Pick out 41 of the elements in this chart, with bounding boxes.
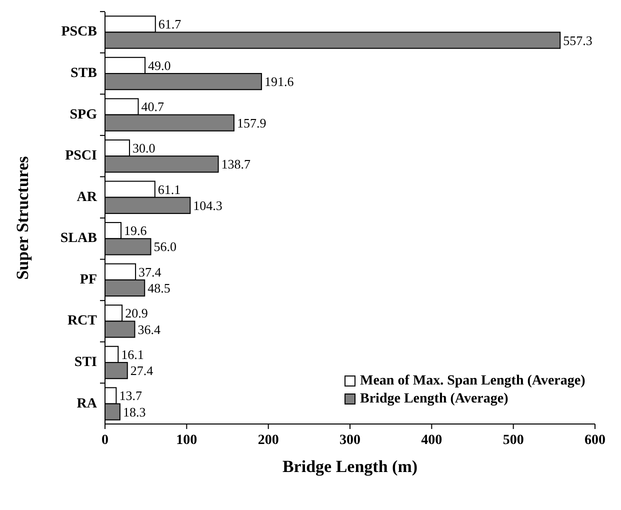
x-tick-label: 400: [421, 433, 442, 448]
legend-label: Bridge Length (Average): [360, 392, 509, 406]
text: 157.9: [236, 115, 266, 130]
y-tick-label: RA: [76, 396, 98, 412]
text: 18.3: [122, 404, 146, 420]
y-axis-title: Super Structures: [13, 156, 32, 280]
text: 16.1: [121, 346, 144, 362]
text: 138.7: [221, 156, 251, 172]
text: 56.0: [154, 239, 176, 254]
text: 61.7: [158, 16, 182, 32]
y-tick-label: PSCI: [65, 148, 97, 164]
text: 104.3: [193, 198, 222, 213]
y-tick-label: SPG: [70, 107, 98, 122]
y-tick-label: STB: [70, 66, 97, 82]
text: 40.7: [141, 99, 164, 114]
x-tick-label: 0: [102, 433, 108, 448]
text: 49.0: [148, 58, 171, 73]
x-tick-label: 500: [502, 433, 524, 448]
y-tick-label: AR: [76, 190, 98, 205]
text: 37.4: [138, 264, 162, 280]
y-tick-label: SLAB: [60, 231, 97, 246]
x-tick-label: 600: [584, 433, 606, 448]
y-tick-label: RCT: [67, 314, 98, 329]
x-tick-label: 200: [258, 433, 279, 448]
text: 61.1: [158, 182, 181, 197]
text: 557.3: [563, 32, 592, 48]
x-tick-label: 100: [176, 433, 198, 448]
text: 48.5: [148, 280, 170, 296]
y-tick-label: STI: [74, 354, 97, 370]
text: 13.7: [119, 388, 142, 404]
x-tick-label: 300: [340, 433, 360, 448]
text: 36.4: [138, 322, 160, 337]
y-tick-label: PF: [80, 272, 97, 288]
y-tick-label: PSCB: [61, 24, 97, 40]
legend-label: Mean of Max. Span Length (Average): [360, 374, 586, 388]
text: 191.6: [264, 74, 294, 90]
text: 19.6: [124, 223, 147, 238]
text: 20.9: [125, 306, 148, 321]
text: 30.0: [132, 140, 156, 156]
x-axis-title: Bridge Length (m): [282, 457, 418, 476]
text: 27.4: [130, 363, 154, 378]
